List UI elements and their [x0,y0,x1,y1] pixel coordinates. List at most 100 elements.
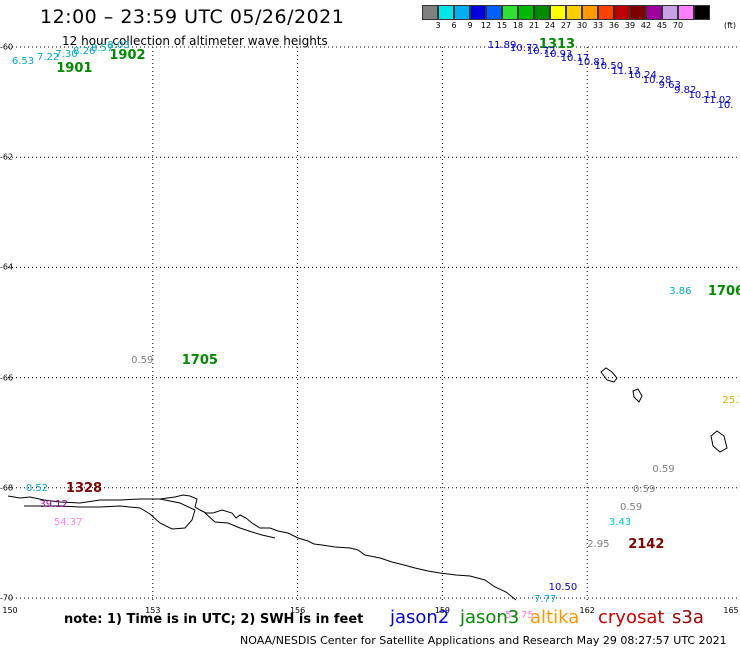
legend-label: 27 [560,21,572,30]
legend-swatch [438,5,454,20]
pass-time-label: 1328 [65,480,103,496]
wave-height-label: 11.02 [703,94,732,106]
legend-label: 45 [656,21,668,30]
wave-height-label: 10.17 [560,53,590,65]
legend-swatch [454,5,470,20]
map-subtitle: 12 hour collection of altimeter wave hei… [62,34,328,48]
wave-height-label: 25.35 [722,394,740,406]
satellite-altika: altika [530,607,580,628]
legend-swatch [550,5,566,20]
wave-height-label: 6.53 [11,55,35,67]
satellite-jason2: jason2 [390,607,450,628]
longitude-label: 159 [434,606,451,615]
wave-height-label: 10.11 [688,90,718,102]
satellite-s3a: s3a [672,607,704,628]
legend-label: 30 [576,21,588,30]
legend-swatch [630,5,646,20]
coastline-layer [7,367,728,601]
longitude-label: 150 [2,606,18,615]
wave-height-label: 3.43 [608,517,632,529]
wave-height-label: 11.89 [487,39,517,51]
legend-label: 9 [467,21,473,30]
latitude-label: -66 [0,373,14,383]
wave-height-label: 11.13 [611,65,640,77]
wave-height-label: 10.50 [548,582,578,594]
latitude-label: -68 [0,483,14,493]
wave-height-label: 0.59 [131,355,154,367]
legend-label: 39 [624,21,636,30]
legend-label: 42 [640,21,652,30]
legend-label: 36 [608,21,620,30]
wave-height-label: 39.12 [39,499,68,511]
wave-height-label: 3.86 [669,285,692,297]
pass-time-label: 1705 [181,353,218,369]
wave-height-label: 0.59 [633,484,656,495]
pass-time-label: 1313 [538,37,576,53]
wave-height-color-legend [422,5,710,20]
legend-label: 3 [435,21,441,30]
legend-swatch [598,5,614,20]
longitude-label: 162 [579,606,595,615]
wave-height-label: 0.59 [620,501,643,513]
coast-bay [204,512,276,539]
pass-time-label: 1901 [56,61,93,77]
lat-lon-gridlines [8,46,740,600]
wave-height-label: 2.95 [587,539,610,551]
longitude-label: 165 [723,606,739,615]
credit-line: NOAA/NESDIS Center for Satellite Applica… [240,634,727,647]
legend-swatch [502,5,518,20]
antarctic-coastline [7,494,517,601]
legend-label: 15 [496,21,508,30]
legend-label: 21 [528,21,540,30]
pass-time-label: 1706 [707,283,740,299]
wave-height-label: 10.50 [594,61,624,73]
longitude-label: 156 [289,606,306,615]
legend-swatch [422,5,438,20]
wave-height-label: 10.93 [543,49,573,61]
legend-swatch [486,5,502,20]
coast-inlet [24,498,196,530]
wave-height-label: 57.75 [505,610,534,622]
wave-height-label: 9.82 [674,85,697,97]
wave-height-label: 7.77 [534,594,557,606]
legend-swatch [694,5,710,20]
map-title: 12:00 – 23:59 UTC 05/26/2021 [40,6,345,28]
note-text: note: 1) Time is in UTC; 2) SWH is in fe… [64,612,364,627]
wave-height-label: 10. [717,99,734,111]
legend-swatch [566,5,582,20]
legend-label: 70 [672,21,684,30]
legend-label: 6 [451,21,457,30]
latitude-label: -60 [0,42,14,52]
legend-swatch [470,5,486,20]
wave-height-label: 8.57 [91,43,114,55]
wave-height-label: 8.26 [73,45,96,57]
satellite-jason3: jason3 [460,607,520,628]
legend-units: (ft) [724,21,737,30]
pass-time-label: 2142 [628,537,665,553]
latitude-label: -70 [0,593,14,603]
satellite-cryosat: cryosat [598,607,665,628]
wave-height-label: 0.52 [25,482,49,494]
legend-swatch [662,5,678,20]
legend-swatch [646,5,662,20]
legend-label: 24 [544,21,556,30]
legend-swatch [678,5,694,20]
latitude-label: -64 [0,262,14,272]
legend-label: 33 [592,21,604,30]
wave-height-legend-labels: 3 6 9 12 15 18 21 24 27 30 33 36 39 42 45 70 [422,21,740,33]
wave-height-label: 0.59 [652,464,675,476]
wave-height-label: 10.72 [509,42,539,54]
latitude-label: -62 [0,152,14,162]
wave-height-label: 10.81 [577,56,607,68]
wave-height-label: 10.72 [526,45,556,57]
balleny-island-middle [632,388,643,403]
balleny-island-south [710,430,728,453]
legend-swatch [534,5,550,20]
legend-swatch [518,5,534,20]
wave-height-label: 7.22 [36,52,60,64]
legend-label: 18 [512,21,524,30]
wave-height-label: 7.30 [55,49,78,61]
legend-swatch [582,5,598,20]
